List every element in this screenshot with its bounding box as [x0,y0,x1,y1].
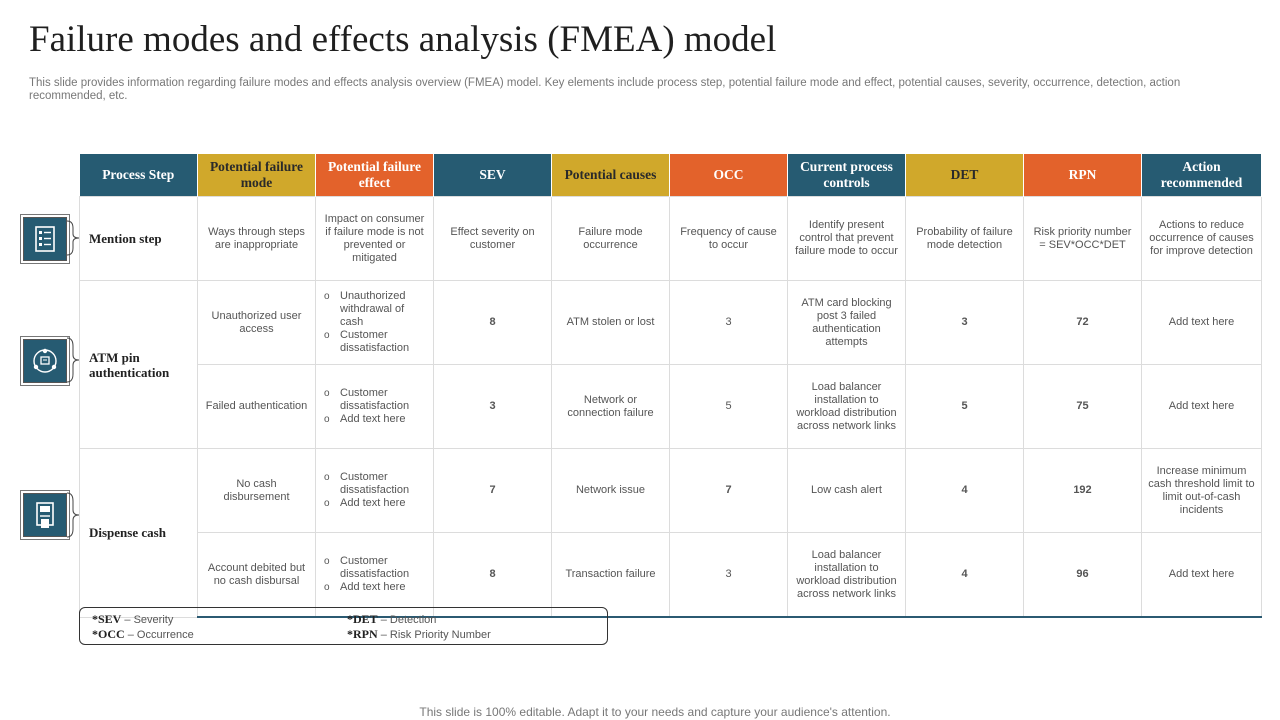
cell-det: Probability of failure mode detection [905,196,1024,281]
cell-failure-effect: Impact on consumer if failure mode is no… [315,196,434,281]
header-failure-effect: Potential failure effect [315,154,434,197]
table-row: Mention step Ways through steps are inap… [79,196,1262,281]
cell-failure-effect: Customer dissatisfaction Add text here [315,364,434,449]
cell-rpn: 192 [1023,448,1142,533]
header-process-controls: Current process controls [787,154,906,197]
cell-controls: Load balancer installation to workload d… [787,532,906,618]
table-row: ATM pin authentication Unauthorized user… [79,280,1262,449]
cell-det: 5 [905,364,1024,449]
header-potential-causes: Potential causes [551,154,670,197]
cell-occ: 3 [669,532,788,618]
table-row: Account debited but no cash disbursal Cu… [80,532,1262,618]
fmea-table: Process Step Potential failure mode Pote… [79,154,1262,618]
brace-connector [67,337,79,383]
cell-action: Increase minimum cash threshold limit to… [1141,448,1262,533]
cell-occ: 5 [669,364,788,449]
header-process-step: Process Step [79,154,198,197]
slide-title: Failure modes and effects analysis (FMEA… [29,19,777,60]
step-mention: Mention step [79,196,198,281]
legend-box: *SEV – Severity *DET – Detection *OCC – … [79,607,608,645]
table-row: Dispense cash No cash disbursement Custo… [79,448,1262,618]
cell-occ: 3 [669,280,788,365]
effect-item: Customer dissatisfaction [321,387,428,413]
table-row: Failed authentication Customer dissatisf… [80,364,1262,449]
cell-cause: Network or connection failure [551,364,670,449]
legend-abbr: *OCC [92,627,125,641]
cell-det: 3 [905,280,1024,365]
cell-failure-mode: Unauthorized user access [197,280,316,365]
effect-item: Customer dissatisfaction [321,329,428,355]
effect-item: Customer dissatisfaction [321,555,428,581]
legend-item-sev: *SEV – Severity [92,612,173,627]
cell-cause: ATM stolen or lost [551,280,670,365]
cell-sev: 3 [433,364,552,449]
effect-item: Unauthorized withdrawal of cash [321,290,428,329]
effect-list: Unauthorized withdrawal of cash Customer… [321,290,428,355]
cell-failure-mode: Account debited but no cash disbursal [197,532,316,618]
network-icon [23,339,67,383]
cell-sev: 8 [433,280,552,365]
legend-abbr: *DET [347,612,378,626]
legend-abbr: *RPN [347,627,378,641]
cell-occ: Frequency of cause to occur [669,196,788,281]
cell-action: Add text here [1141,280,1262,365]
cell-failure-mode: Failed authentication [197,364,316,449]
cell-rpn: Risk priority number = SEV*OCC*DET [1023,196,1142,281]
cell-cause: Failure mode occurrence [551,196,670,281]
atm-icon [23,493,67,537]
cell-det: 4 [905,532,1024,618]
checklist-icon [23,217,67,261]
legend-text: – Severity [124,614,174,626]
cell-action: Actions to reduce occurrence of causes f… [1141,196,1262,281]
legend-item-rpn: *RPN – Risk Priority Number [347,627,491,642]
header-action: Action recommended [1141,154,1262,197]
cell-rpn: 75 [1023,364,1142,449]
cell-sev: 8 [433,532,552,618]
footer-note: This slide is 100% editable. Adapt it to… [419,705,891,719]
legend-text: – Detection [380,614,437,626]
cell-failure-mode: No cash disbursement [197,448,316,533]
header-rpn: RPN [1023,154,1142,197]
slide-subtitle: This slide provides information regardin… [29,77,1181,102]
header-occ: OCC [669,154,788,197]
step-atm-pin: ATM pin authentication [79,280,198,449]
legend-abbr: *SEV [92,612,122,626]
header-det: DET [905,154,1024,197]
legend-text: – Occurrence [127,629,194,641]
cell-controls: Low cash alert [787,448,906,533]
cell-occ: 7 [669,448,788,533]
cell-sev: 7 [433,448,552,533]
cell-controls: Load balancer installation to workload d… [787,364,906,449]
header-sev: SEV [433,154,552,197]
cell-controls: Identify present control that prevent fa… [787,196,906,281]
header-failure-mode: Potential failure mode [197,154,316,197]
effect-item: Add text here [321,497,428,510]
cell-failure-mode: Ways through steps are inappropriate [197,196,316,281]
legend-item-det: *DET – Detection [347,612,436,627]
legend-item-occ: *OCC – Occurrence [92,627,194,642]
cell-failure-effect: Customer dissatisfaction Add text here [315,448,434,533]
brace-connector [67,220,79,256]
effect-list: Customer dissatisfaction Add text here [321,555,428,594]
cell-sev: Effect severity on customer [433,196,552,281]
effect-item: Add text here [321,413,428,426]
cell-cause: Transaction failure [551,532,670,618]
cell-cause: Network issue [551,448,670,533]
effect-list: Customer dissatisfaction Add text here [321,387,428,426]
cell-controls: ATM card blocking post 3 failed authenti… [787,280,906,365]
table-header-row: Process Step Potential failure mode Pote… [79,154,1262,197]
cell-action: Add text here [1141,532,1262,618]
effect-item: Add text here [321,581,428,594]
brace-connector [67,492,79,538]
step-dispense-cash: Dispense cash [79,448,198,618]
cell-rpn: 96 [1023,532,1142,618]
cell-det: 4 [905,448,1024,533]
effect-list: Customer dissatisfaction Add text here [321,471,428,510]
cell-rpn: 72 [1023,280,1142,365]
cell-action: Add text here [1141,364,1262,449]
cell-failure-effect: Customer dissatisfaction Add text here [315,532,434,618]
cell-failure-effect: Unauthorized withdrawal of cash Customer… [315,280,434,365]
effect-item: Customer dissatisfaction [321,471,428,497]
legend-text: – Risk Priority Number [380,629,491,641]
